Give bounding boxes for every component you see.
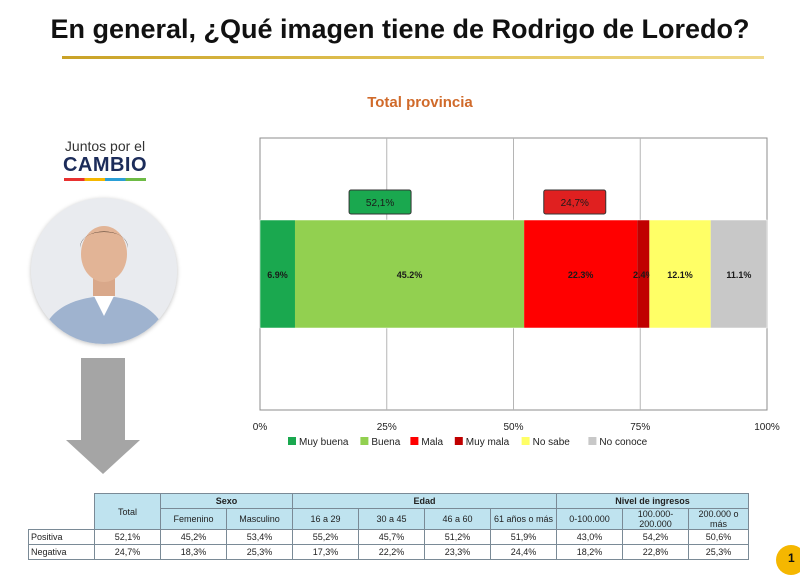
- table-cell: 18,3%: [160, 544, 227, 560]
- table-row-positiva: Positiva 52,1% 45,2% 53,4% 55,2% 45,7% 5…: [28, 529, 750, 545]
- annotation-label: 24,7%: [561, 198, 589, 209]
- legend-entry: No conoce: [599, 437, 647, 448]
- data-label: 2.4%: [633, 270, 654, 280]
- candidate-photo: [31, 198, 177, 344]
- bar-segment: [637, 220, 650, 328]
- column-header: 61 años o más: [490, 508, 558, 530]
- bar-segment: [710, 220, 767, 328]
- row-label: Positiva: [28, 529, 95, 545]
- table-cell: 45,2%: [160, 529, 227, 545]
- column-header: Femenino: [160, 508, 227, 530]
- table-cell: 22,8%: [622, 544, 690, 560]
- row-label: Negativa: [28, 544, 95, 560]
- x-tick-label: 25%: [377, 422, 397, 433]
- table-cell: 25,3%: [225, 544, 294, 560]
- table-cell: 50,6%: [688, 529, 750, 545]
- legend-entry: Mala: [421, 437, 443, 448]
- annotation-box: [543, 189, 607, 215]
- column-header: Masculino: [225, 508, 294, 530]
- column-header: 30 a 45: [358, 508, 426, 530]
- party-logo: Juntos por el CAMBIO: [50, 138, 160, 181]
- group-edad: Edad: [292, 493, 558, 509]
- data-label: 11.1%: [726, 270, 751, 280]
- table-cell: 51,2%: [424, 529, 492, 545]
- table-cell: 54,2%: [622, 529, 690, 545]
- bar-segment: [294, 220, 525, 328]
- column-header: 46 a 60: [424, 508, 492, 530]
- table-cell: 18,2%: [556, 544, 624, 560]
- table-cell: 55,2%: [292, 529, 360, 545]
- segment-table: Total Sexo Edad Nivel de ingresos Femeni…: [28, 493, 750, 560]
- column-header: 16 a 29: [292, 508, 360, 530]
- data-label: 45.2%: [397, 270, 423, 280]
- page-title: En general, ¿Qué imagen tiene de Rodrigo…: [50, 14, 750, 44]
- table-cell: 45,7%: [358, 529, 426, 545]
- annotation-box: [348, 189, 412, 215]
- legend-entry: Buena: [371, 437, 400, 448]
- header-total: Total: [94, 493, 161, 530]
- table-cell: 25,3%: [688, 544, 750, 560]
- logo-line-1: Juntos por el: [64, 138, 146, 154]
- legend-swatch: [288, 437, 296, 445]
- column-header: 100.000-200.000: [622, 508, 690, 530]
- x-tick-label: 100%: [754, 422, 780, 433]
- bar-segment: [649, 220, 711, 328]
- arrow-head-icon: [66, 440, 140, 474]
- group-ingresos: Nivel de ingresos: [556, 493, 750, 509]
- annotation-label: 52,1%: [366, 198, 394, 209]
- bar-segment: [524, 220, 638, 328]
- data-label: 6.9%: [267, 270, 288, 280]
- person-icon: [31, 198, 177, 344]
- logo-color-bar: [64, 178, 146, 181]
- title-underline: [62, 56, 764, 59]
- data-label: 12.1%: [667, 270, 693, 280]
- table-cell: 24,4%: [490, 544, 558, 560]
- table-cell: 52,1%: [94, 529, 161, 545]
- data-label: 22.3%: [568, 270, 594, 280]
- table-cell: 43,0%: [556, 529, 624, 545]
- legend-swatch: [360, 437, 369, 445]
- table-row-negativa: Negativa 24,7% 18,3% 25,3% 17,3% 22,2% 2…: [28, 544, 750, 560]
- legend-swatch: [588, 437, 597, 445]
- table-cell: 22,2%: [358, 544, 426, 560]
- legend-entry: Muy buena: [299, 437, 349, 448]
- table-cell: 24,7%: [94, 544, 161, 560]
- page-number: 1: [776, 545, 800, 575]
- table-cell: 51,9%: [490, 529, 558, 545]
- column-header: 0-100.000: [556, 508, 624, 530]
- legend-entry: No sabe: [533, 437, 571, 448]
- legend-swatch: [410, 437, 419, 445]
- bar-outline: [259, 219, 768, 329]
- x-tick-label: 0%: [253, 422, 268, 433]
- x-tick-label: 75%: [630, 422, 650, 433]
- legend-swatch: [454, 437, 463, 445]
- column-header: 200.000 o más: [688, 508, 750, 530]
- legend-swatch: [521, 437, 530, 445]
- logo-line-2: CAMBIO: [62, 154, 148, 176]
- stacked-bar-chart: 0% 25% 50% 75% 100% 6.9% 45.2% 22.3% 2.4% 12.1% 11…: [253, 137, 780, 448]
- chart-subtitle: Total provincia: [367, 94, 473, 111]
- x-tick-label: 50%: [503, 422, 523, 433]
- table-cell: 17,3%: [292, 544, 360, 560]
- table-cell: 23,3%: [424, 544, 492, 560]
- group-sexo: Sexo: [159, 493, 294, 509]
- table-cell: 53,4%: [225, 529, 294, 545]
- legend-entry: Muy mala: [466, 437, 510, 448]
- arrow-down-icon: [81, 358, 125, 440]
- bar-segment: [260, 220, 295, 328]
